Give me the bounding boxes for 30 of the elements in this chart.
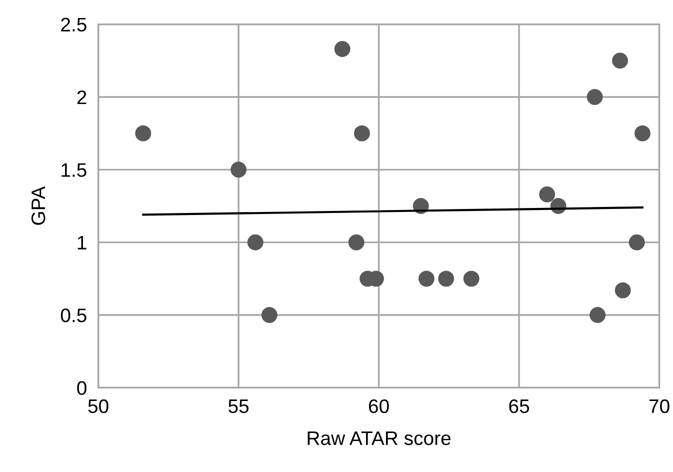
y-tick-label: 2 [77,90,86,104]
y-tick-label: 0.5 [60,308,86,322]
x-tick-label: 70 [649,399,670,414]
y-tick-label: 0 [77,381,86,395]
point [354,125,370,142]
point [614,282,631,298]
point [261,307,278,323]
point [463,270,480,287]
point [628,234,645,250]
y-tick-label: 1 [78,236,86,250]
point [135,125,152,142]
point [590,307,606,323]
point [634,125,650,142]
point [348,234,364,250]
point [539,186,556,202]
point [586,89,603,105]
point [334,41,350,57]
point [247,234,264,250]
x-tick-label: 50 [88,399,108,414]
x-tick-label: 55 [228,400,249,414]
x-tick-label: 65 [509,399,530,414]
point [418,270,434,287]
point [438,270,454,287]
y-tick-label: 1.5 [62,163,86,177]
point [612,52,628,69]
y-axis-title: GPA [31,186,46,225]
y-tick-label: 2.5 [61,18,86,32]
x-axis-title: Raw ATAR score [308,432,451,446]
x-tick-label: 60 [368,399,389,414]
point [230,162,247,178]
